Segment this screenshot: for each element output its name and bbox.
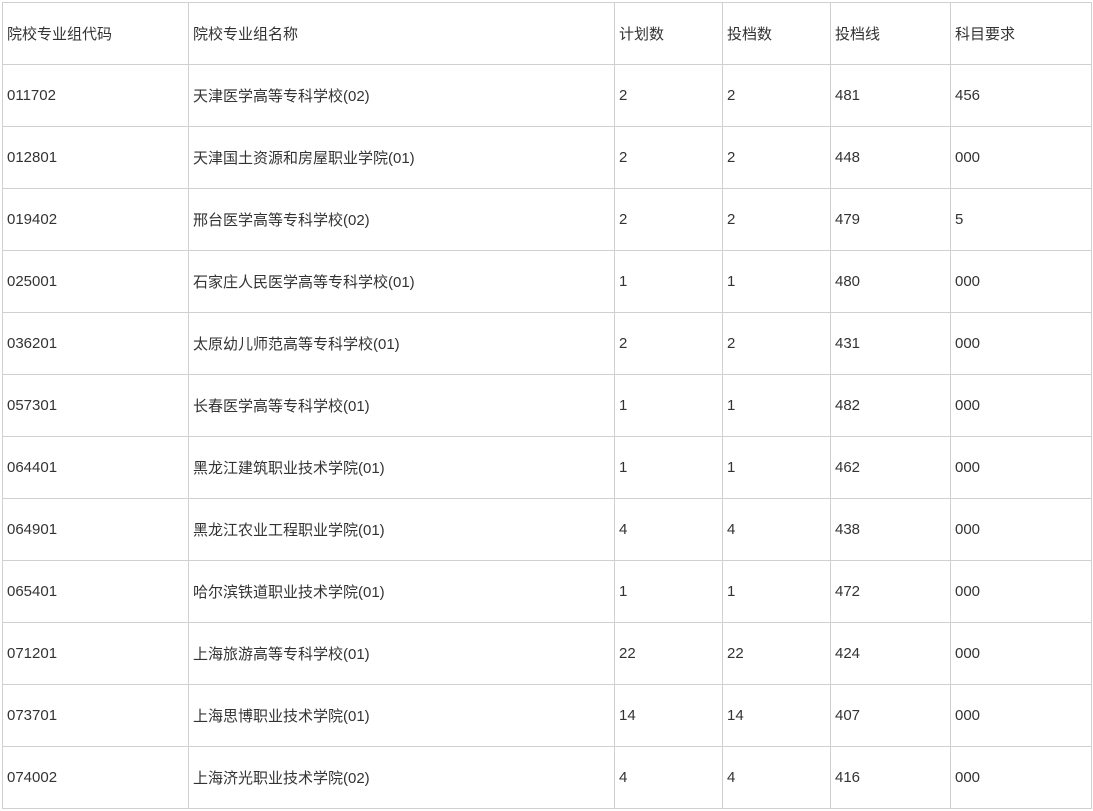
cell-name: 上海旅游高等专科学校(01) [189,623,615,685]
cell-line: 462 [831,437,951,499]
cell-req: 000 [951,375,1092,437]
table-row: 011702 天津医学高等专科学校(02) 2 2 481 456 [3,65,1092,127]
cell-plan: 1 [615,561,723,623]
cell-code: 065401 [3,561,189,623]
cell-line: 416 [831,747,951,809]
cell-req: 456 [951,65,1092,127]
cell-line: 481 [831,65,951,127]
header-code: 院校专业组代码 [3,3,189,65]
cell-submit: 2 [723,189,831,251]
table-row: 057301 长春医学高等专科学校(01) 1 1 482 000 [3,375,1092,437]
cell-name: 邢台医学高等专科学校(02) [189,189,615,251]
cell-name: 上海济光职业技术学院(02) [189,747,615,809]
cell-plan: 2 [615,65,723,127]
table-row: 036201 太原幼儿师范高等专科学校(01) 2 2 431 000 [3,313,1092,375]
cell-req: 5 [951,189,1092,251]
cell-code: 064401 [3,437,189,499]
cell-line: 431 [831,313,951,375]
cell-name: 天津医学高等专科学校(02) [189,65,615,127]
table-body: 011702 天津医学高等专科学校(02) 2 2 481 456 012801… [3,65,1092,809]
table-row: 073701 上海思博职业技术学院(01) 14 14 407 000 [3,685,1092,747]
cell-name: 天津国土资源和房屋职业学院(01) [189,127,615,189]
cell-req: 000 [951,499,1092,561]
cell-submit: 2 [723,65,831,127]
cell-name: 太原幼儿师范高等专科学校(01) [189,313,615,375]
cell-code: 064901 [3,499,189,561]
cell-code: 036201 [3,313,189,375]
admission-data-table: 院校专业组代码 院校专业组名称 计划数 投档数 投档线 科目要求 011702 … [2,2,1092,809]
cell-line: 480 [831,251,951,313]
cell-plan: 14 [615,685,723,747]
cell-name: 长春医学高等专科学校(01) [189,375,615,437]
cell-submit: 1 [723,375,831,437]
cell-submit: 4 [723,499,831,561]
cell-plan: 4 [615,499,723,561]
cell-submit: 2 [723,313,831,375]
cell-line: 482 [831,375,951,437]
cell-name: 上海思博职业技术学院(01) [189,685,615,747]
cell-name: 黑龙江建筑职业技术学院(01) [189,437,615,499]
cell-code: 011702 [3,65,189,127]
cell-req: 000 [951,561,1092,623]
cell-submit: 14 [723,685,831,747]
cell-req: 000 [951,623,1092,685]
cell-plan: 2 [615,313,723,375]
header-plan: 计划数 [615,3,723,65]
header-submit: 投档数 [723,3,831,65]
cell-line: 407 [831,685,951,747]
table-row: 064401 黑龙江建筑职业技术学院(01) 1 1 462 000 [3,437,1092,499]
cell-plan: 1 [615,375,723,437]
table-row: 074002 上海济光职业技术学院(02) 4 4 416 000 [3,747,1092,809]
table-row: 064901 黑龙江农业工程职业学院(01) 4 4 438 000 [3,499,1092,561]
cell-code: 012801 [3,127,189,189]
header-req: 科目要求 [951,3,1092,65]
cell-req: 000 [951,251,1092,313]
cell-line: 479 [831,189,951,251]
cell-req: 000 [951,747,1092,809]
header-line: 投档线 [831,3,951,65]
cell-plan: 1 [615,437,723,499]
header-name: 院校专业组名称 [189,3,615,65]
cell-req: 000 [951,685,1092,747]
cell-submit: 4 [723,747,831,809]
cell-line: 472 [831,561,951,623]
table-row: 065401 哈尔滨铁道职业技术学院(01) 1 1 472 000 [3,561,1092,623]
table-row: 071201 上海旅游高等专科学校(01) 22 22 424 000 [3,623,1092,685]
cell-plan: 1 [615,251,723,313]
cell-req: 000 [951,437,1092,499]
table-row: 012801 天津国土资源和房屋职业学院(01) 2 2 448 000 [3,127,1092,189]
cell-plan: 22 [615,623,723,685]
cell-submit: 1 [723,251,831,313]
cell-code: 057301 [3,375,189,437]
cell-submit: 2 [723,127,831,189]
cell-line: 448 [831,127,951,189]
cell-submit: 22 [723,623,831,685]
cell-req: 000 [951,313,1092,375]
cell-line: 424 [831,623,951,685]
cell-code: 073701 [3,685,189,747]
cell-plan: 2 [615,127,723,189]
table-header-row: 院校专业组代码 院校专业组名称 计划数 投档数 投档线 科目要求 [3,3,1092,65]
cell-submit: 1 [723,561,831,623]
cell-name: 石家庄人民医学高等专科学校(01) [189,251,615,313]
cell-plan: 2 [615,189,723,251]
table-row: 025001 石家庄人民医学高等专科学校(01) 1 1 480 000 [3,251,1092,313]
cell-code: 071201 [3,623,189,685]
cell-line: 438 [831,499,951,561]
cell-code: 019402 [3,189,189,251]
cell-req: 000 [951,127,1092,189]
cell-name: 黑龙江农业工程职业学院(01) [189,499,615,561]
table-row: 019402 邢台医学高等专科学校(02) 2 2 479 5 [3,189,1092,251]
cell-name: 哈尔滨铁道职业技术学院(01) [189,561,615,623]
cell-code: 074002 [3,747,189,809]
cell-code: 025001 [3,251,189,313]
cell-submit: 1 [723,437,831,499]
cell-plan: 4 [615,747,723,809]
